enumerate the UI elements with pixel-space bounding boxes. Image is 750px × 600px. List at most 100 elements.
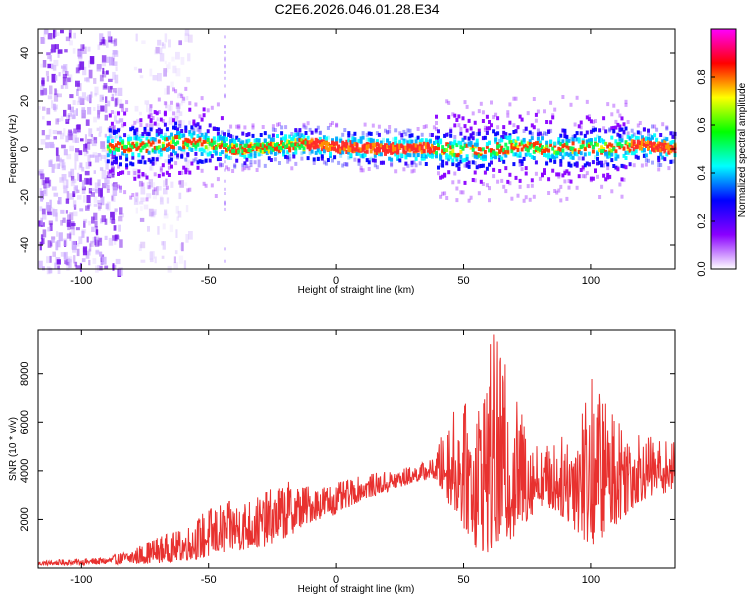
spectrogram-ridge-cell bbox=[263, 139, 267, 143]
spectrogram-ridge-cell bbox=[655, 147, 659, 152]
spectrogram-noise-cell bbox=[117, 132, 120, 139]
spectrogram-ridge-cell bbox=[157, 139, 161, 144]
spectrogram-ridge-cell bbox=[308, 145, 312, 150]
spectrogram-noise-cell bbox=[115, 258, 121, 265]
spectrogram-ridge-cell bbox=[141, 132, 145, 136]
spectrogram-ridge-cell bbox=[235, 124, 239, 129]
spectrogram-ridge-cell bbox=[614, 149, 618, 154]
spectrogram-ridge-cell bbox=[343, 143, 347, 148]
spectrogram-noise-cell bbox=[66, 153, 72, 160]
spectrogram-noise-cell bbox=[162, 223, 166, 230]
spectrogram-ridge-cell bbox=[616, 132, 620, 137]
spectrogram-ridge-cell bbox=[490, 152, 493, 157]
spectrogram-ridge-cell bbox=[163, 146, 167, 151]
spectrogram-ridge-cell bbox=[108, 148, 112, 153]
spectrogram-ridge-cell bbox=[210, 142, 214, 147]
spectrogram-ridge-cell bbox=[388, 156, 392, 161]
spectrogram-ridge-cell bbox=[630, 151, 634, 156]
spectrogram-ridge-cell bbox=[445, 196, 449, 200]
spectrogram-ridge-cell bbox=[488, 162, 491, 167]
spectrogram-ridge-cell bbox=[412, 143, 416, 148]
spectrogram-ridge-cell bbox=[233, 144, 237, 149]
spectrogram-ridge-cell bbox=[514, 96, 518, 101]
spectrogram-ridge-cell bbox=[294, 138, 298, 143]
spectrogram-ridge-cell bbox=[663, 157, 667, 162]
spectrogram-ridge-cell bbox=[394, 149, 398, 154]
spectrogram-ridge-cell bbox=[129, 161, 133, 166]
spectrogram-noise-cell bbox=[113, 182, 118, 191]
spectrogram-noise-cell bbox=[79, 162, 83, 168]
spectrogram-noise-cell bbox=[40, 89, 44, 96]
spectrogram-ridge-cell bbox=[135, 127, 139, 132]
spectrogram-ridge-cell bbox=[565, 151, 569, 156]
spectrogram-ridge-cell bbox=[610, 148, 614, 153]
spectrogram-ridge-cell bbox=[110, 110, 114, 114]
spectrogram-ridge-cell bbox=[267, 134, 271, 139]
spectrogram-noise-cell bbox=[156, 119, 160, 127]
spectrogram-noise-cell bbox=[79, 61, 85, 70]
spectrogram-ridge-cell bbox=[536, 136, 540, 141]
spectrogram-ridge-cell bbox=[216, 131, 220, 136]
spectrogram-ridge-cell bbox=[163, 110, 167, 115]
spectrogram-ridge-cell bbox=[157, 145, 161, 150]
spectrogram-ridge-cell bbox=[616, 167, 620, 172]
spectrogram-noise-cell bbox=[165, 178, 168, 186]
spectrogram-ridge-cell bbox=[435, 146, 438, 150]
spectrogram-ridge-cell bbox=[147, 185, 151, 190]
spectrogram-ridge-cell bbox=[292, 135, 296, 140]
spectrogram-ridge-cell bbox=[485, 144, 489, 149]
spectrogram-ridge-cell bbox=[567, 171, 571, 176]
spectrogram-ridge-cell bbox=[473, 161, 477, 165]
spectrogram-noise-cell bbox=[73, 32, 76, 39]
spectrogram-noise-cell bbox=[99, 126, 103, 134]
spectrogram-ridge-cell bbox=[591, 128, 595, 133]
spectrogram-noise-cell bbox=[108, 134, 113, 141]
spectrogram-noise-cell bbox=[46, 256, 51, 264]
spectrogram-ridge-cell bbox=[465, 143, 469, 148]
spectrogram-ridge-cell bbox=[500, 156, 504, 161]
spectrogram-ridge-cell bbox=[198, 114, 202, 119]
spectrogram-ridge-cell bbox=[545, 153, 549, 158]
spectrogram-ridge-cell bbox=[457, 179, 461, 184]
spectrogram-noise-cell bbox=[186, 96, 189, 101]
spectrogram-ridge-cell bbox=[333, 141, 337, 146]
spectrogram-ridge-cell bbox=[365, 149, 369, 154]
spectrogram-ridge-cell bbox=[324, 136, 328, 141]
spectrogram-ridge-cell bbox=[227, 155, 231, 160]
spectrogram-noise-cell bbox=[82, 66, 87, 76]
spectrogram-noise-cell bbox=[67, 222, 71, 231]
spectrogram-ridge-cell bbox=[172, 145, 175, 150]
spectrogram-ridge-cell bbox=[182, 140, 186, 145]
spectrogram-noise-cell bbox=[115, 120, 120, 124]
spectrogram-ridge-cell bbox=[644, 144, 648, 148]
spectrogram-ridge-cell bbox=[269, 141, 273, 146]
spectrogram-ridge-cell bbox=[265, 142, 269, 146]
spectrogram-ridge-cell bbox=[532, 142, 536, 146]
spectrogram-noise-cell bbox=[173, 256, 176, 264]
spectrogram-ridge-cell bbox=[490, 155, 493, 160]
spectrogram-ridge-cell bbox=[265, 144, 269, 149]
spectrogram-ridge-cell bbox=[212, 140, 216, 145]
spectrogram-ridge-cell bbox=[165, 137, 169, 142]
spectrogram-ridge-cell bbox=[106, 159, 110, 164]
spectrogram-ridge-cell bbox=[312, 145, 316, 150]
spectrogram-ridge-cell bbox=[375, 165, 379, 170]
spectrogram-ridge-cell bbox=[573, 162, 577, 167]
spectrogram-ridge-cell bbox=[249, 152, 253, 157]
spectrogram-ridge-cell bbox=[294, 150, 298, 155]
spectrogram-ridge-cell bbox=[114, 156, 118, 161]
spectrogram-ridge-cell bbox=[616, 109, 620, 114]
spectrogram-ridge-cell bbox=[172, 149, 175, 154]
spectrogram-ridge-cell bbox=[237, 124, 241, 129]
spectrogram-ridge-cell bbox=[155, 148, 159, 153]
spectrogram-noise-cell bbox=[224, 70, 226, 74]
spectrogram-ridge-cell bbox=[449, 141, 453, 146]
spectrogram-ridge-cell bbox=[453, 141, 457, 146]
spectrogram-noise-cell bbox=[109, 125, 112, 130]
spectrogram-noise-cell bbox=[90, 192, 95, 197]
spectrogram-ridge-cell bbox=[229, 149, 233, 154]
spectrogram-noise-cell bbox=[100, 105, 105, 112]
spectrogram-ridge-cell bbox=[394, 144, 398, 149]
spectrogram-ridge-cell bbox=[253, 144, 257, 149]
spectrogram-noise-cell bbox=[66, 263, 70, 271]
